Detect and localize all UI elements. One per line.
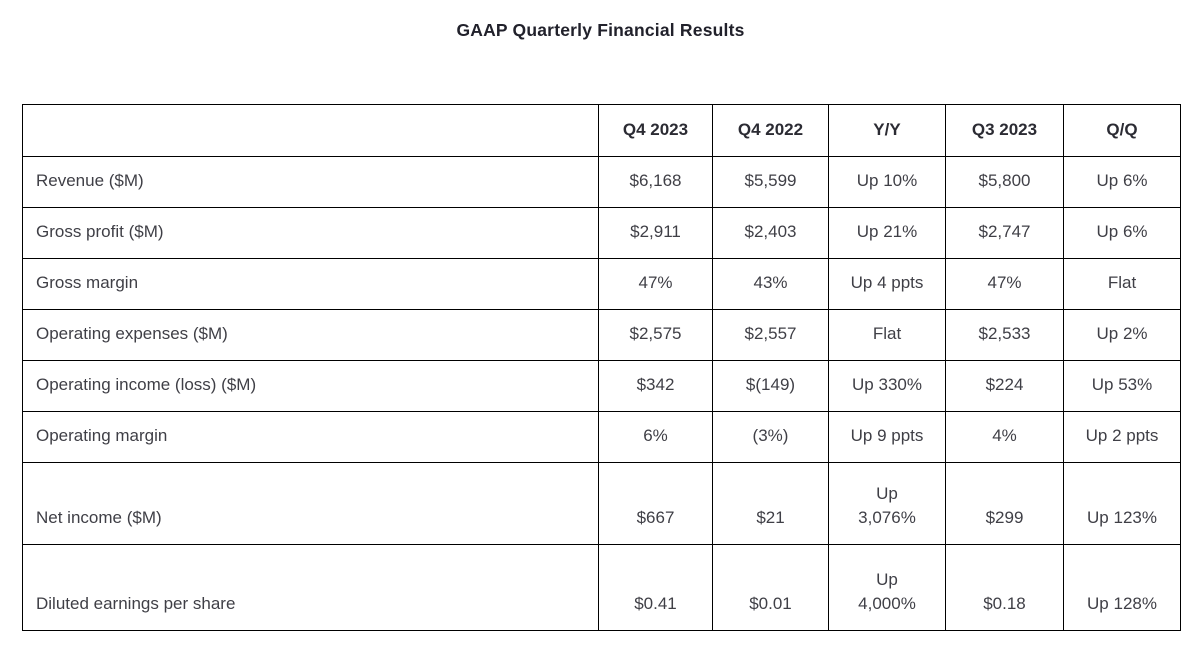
- cell-q4-2022: $5,599: [712, 156, 829, 208]
- table-row-net-income: Net income ($M) $667 $21 Up 3,076% $299 …: [22, 462, 1181, 545]
- page-title: GAAP Quarterly Financial Results: [456, 20, 745, 40]
- cell-qq: Up 128%: [1063, 544, 1181, 631]
- row-label: Net income ($M): [22, 462, 599, 545]
- cell-qq: Up 123%: [1063, 462, 1181, 545]
- cell-q4-2023: $667: [598, 462, 713, 545]
- header-metric: [22, 104, 599, 157]
- cell-yy: Up 3,076%: [828, 462, 946, 545]
- cell-yy: Flat: [828, 309, 946, 361]
- table-row-operating-margin: Operating margin 6% (3%) Up 9 ppts 4% Up…: [22, 411, 1181, 463]
- cell-qq: Flat: [1063, 258, 1181, 310]
- header-q4-2023: Q4 2023: [598, 104, 713, 157]
- table-row-operating-income: Operating income (loss) ($M) $342 $(149)…: [22, 360, 1181, 412]
- cell-q4-2022: 43%: [712, 258, 829, 310]
- cell-yy: Up 9 ppts: [828, 411, 946, 463]
- cell-q3-2023: 4%: [945, 411, 1064, 463]
- table-header-row: Q4 2023 Q4 2022 Y/Y Q3 2023 Q/Q: [22, 104, 1181, 157]
- header-q4-2022: Q4 2022: [712, 104, 829, 157]
- cell-q3-2023: $299: [945, 462, 1064, 545]
- cell-qq: Up 53%: [1063, 360, 1181, 412]
- row-label: Operating margin: [22, 411, 599, 463]
- header-yy: Y/Y: [828, 104, 946, 157]
- cell-q3-2023: $0.18: [945, 544, 1064, 631]
- cell-q3-2023: $2,747: [945, 207, 1064, 259]
- cell-q3-2023: 47%: [945, 258, 1064, 310]
- row-label: Gross margin: [22, 258, 599, 310]
- cell-q3-2023: $224: [945, 360, 1064, 412]
- cell-qq: Up 6%: [1063, 156, 1181, 208]
- cell-q4-2023: 47%: [598, 258, 713, 310]
- cell-yy: Up 330%: [828, 360, 946, 412]
- cell-qq: Up 2 ppts: [1063, 411, 1181, 463]
- cell-q3-2023: $2,533: [945, 309, 1064, 361]
- table-row-revenue: Revenue ($M) $6,168 $5,599 Up 10% $5,800…: [22, 156, 1181, 208]
- cell-q3-2023: $5,800: [945, 156, 1064, 208]
- cell-q4-2022: $(149): [712, 360, 829, 412]
- cell-q4-2022: $2,557: [712, 309, 829, 361]
- table-row-gross-margin: Gross margin 47% 43% Up 4 ppts 47% Flat: [22, 258, 1181, 310]
- cell-q4-2022: (3%): [712, 411, 829, 463]
- cell-q4-2023: $2,575: [598, 309, 713, 361]
- table-row-gross-profit: Gross profit ($M) $2,911 $2,403 Up 21% $…: [22, 207, 1181, 259]
- row-label: Revenue ($M): [22, 156, 599, 208]
- row-label: Gross profit ($M): [22, 207, 599, 259]
- table-row-diluted-eps: Diluted earnings per share $0.41 $0.01 U…: [22, 544, 1181, 631]
- cell-yy: Up 10%: [828, 156, 946, 208]
- cell-q4-2023: $342: [598, 360, 713, 412]
- cell-yy: Up 4 ppts: [828, 258, 946, 310]
- cell-q4-2023: $6,168: [598, 156, 713, 208]
- row-label: Operating income (loss) ($M): [22, 360, 599, 412]
- cell-q4-2022: $21: [712, 462, 829, 545]
- financial-results-table: Q4 2023 Q4 2022 Y/Y Q3 2023 Q/Q Revenue …: [22, 104, 1181, 631]
- cell-yy: Up 21%: [828, 207, 946, 259]
- cell-q4-2023: $2,911: [598, 207, 713, 259]
- cell-q4-2023: 6%: [598, 411, 713, 463]
- table-row-operating-expenses: Operating expenses ($M) $2,575 $2,557 Fl…: [22, 309, 1181, 361]
- cell-yy: Up 4,000%: [828, 544, 946, 631]
- row-label: Diluted earnings per share: [22, 544, 599, 631]
- row-label: Operating expenses ($M): [22, 309, 599, 361]
- header-q3-2023: Q3 2023: [945, 104, 1064, 157]
- cell-q4-2022: $2,403: [712, 207, 829, 259]
- cell-q4-2022: $0.01: [712, 544, 829, 631]
- header-qq: Q/Q: [1063, 104, 1181, 157]
- cell-qq: Up 6%: [1063, 207, 1181, 259]
- cell-q4-2023: $0.41: [598, 544, 713, 631]
- cell-qq: Up 2%: [1063, 309, 1181, 361]
